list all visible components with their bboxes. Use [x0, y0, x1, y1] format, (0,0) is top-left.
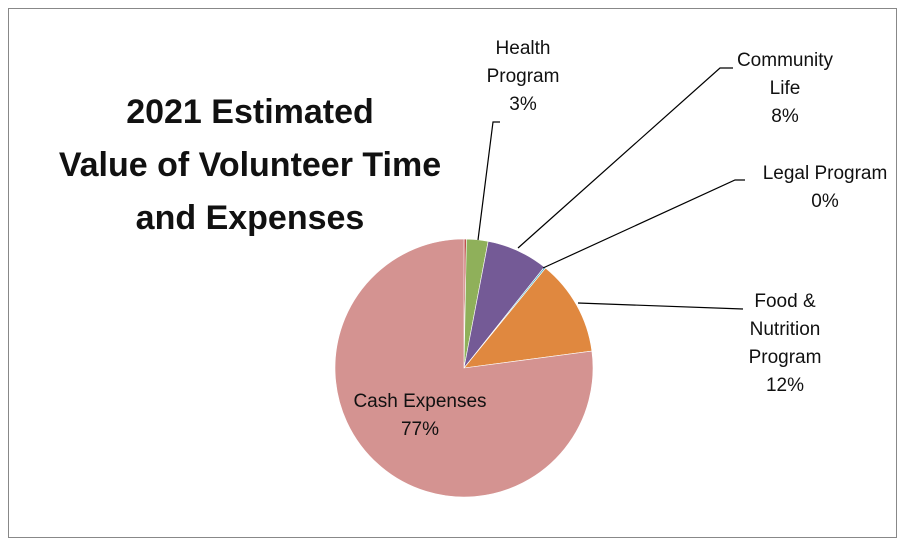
leader-line	[477, 121, 500, 241]
value-label: 0%	[811, 191, 839, 212]
data-label: Community Life 8%	[730, 47, 840, 131]
leader-line	[517, 67, 733, 249]
category-label: Food & Nutrition Program	[748, 291, 822, 368]
leader-lines	[477, 67, 745, 310]
value-label: 8%	[771, 106, 799, 127]
data-label: Food & Nutrition Program 12%	[738, 288, 833, 400]
value-label: 77%	[400, 419, 440, 440]
category-label: Community Life	[736, 50, 834, 99]
value-label: 12%	[765, 375, 805, 396]
category-label: Health Program	[486, 38, 560, 87]
pie-slice	[334, 238, 594, 498]
data-label: Cash Expenses 77%	[330, 388, 510, 444]
category-label: Cash Expenses	[353, 391, 487, 412]
leader-line	[542, 179, 745, 269]
pie-slice	[463, 267, 593, 369]
leader-line	[577, 302, 744, 310]
category-label: Legal Program	[762, 163, 888, 184]
data-label: Health Program 3%	[478, 35, 568, 119]
chart-title: 2021 Estimated Value of Volunteer Time a…	[58, 93, 442, 237]
value-label: 3%	[509, 94, 537, 115]
pie	[334, 238, 594, 498]
data-label: Legal Program 0%	[740, 160, 906, 216]
